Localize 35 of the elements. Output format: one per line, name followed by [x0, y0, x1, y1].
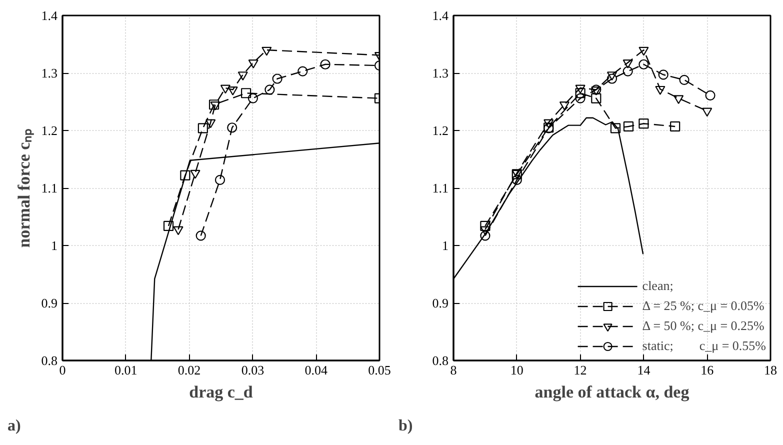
x-tick-label: 10: [510, 362, 524, 378]
x-tick-label: 0.05: [368, 362, 391, 378]
y-tick-label: 0.8: [432, 353, 448, 368]
y-tick-label: 0.9: [41, 296, 58, 310]
legend-label: clean;: [642, 278, 674, 294]
y-tick-label: 1.1: [41, 180, 58, 196]
y-tick-label: 1.3: [432, 66, 448, 80]
x-axis-title: angle of attack α, deg: [534, 382, 690, 402]
y-axis-title: normal force cₙₚ: [14, 128, 34, 248]
x-tick-label: 0: [59, 362, 66, 378]
y-tick-label: 1: [51, 238, 58, 253]
x-axis-title: drag c_d: [189, 382, 254, 402]
legend-label: Δ = 50 %; c_μ = 0.25%: [642, 318, 764, 334]
x-tick-label: 18: [764, 362, 777, 378]
y-tick-label: 1.3: [41, 66, 58, 80]
y-tick-label: 1: [442, 238, 448, 253]
x-tick-label: 0.01: [114, 362, 138, 378]
y-tick-label: 0.9: [432, 296, 448, 310]
legend-label: static; c_μ = 0.55%: [642, 338, 766, 354]
legend-label: Δ = 25 %; c_μ = 0.05%: [642, 298, 764, 314]
x-tick-label: 0.03: [241, 362, 264, 378]
y-tick-label: 1.4: [41, 8, 58, 23]
text: a): [8, 418, 21, 434]
x-tick-label: 14: [637, 362, 651, 378]
x-tick-label: 16: [700, 362, 714, 378]
y-tick-label: 1.2: [432, 123, 448, 138]
x-tick-label: 12: [574, 362, 587, 378]
text: b): [398, 418, 413, 434]
x-tick-label: 0.02: [178, 362, 201, 378]
y-tick-label: 1.2: [41, 123, 58, 138]
y-tick-label: 0.8: [41, 353, 58, 368]
y-tick-label: 1.4: [432, 8, 449, 23]
y-tick-label: 1.1: [432, 180, 448, 196]
x-tick-label: 0.04: [304, 362, 328, 378]
x-tick-label: 8: [450, 362, 457, 378]
